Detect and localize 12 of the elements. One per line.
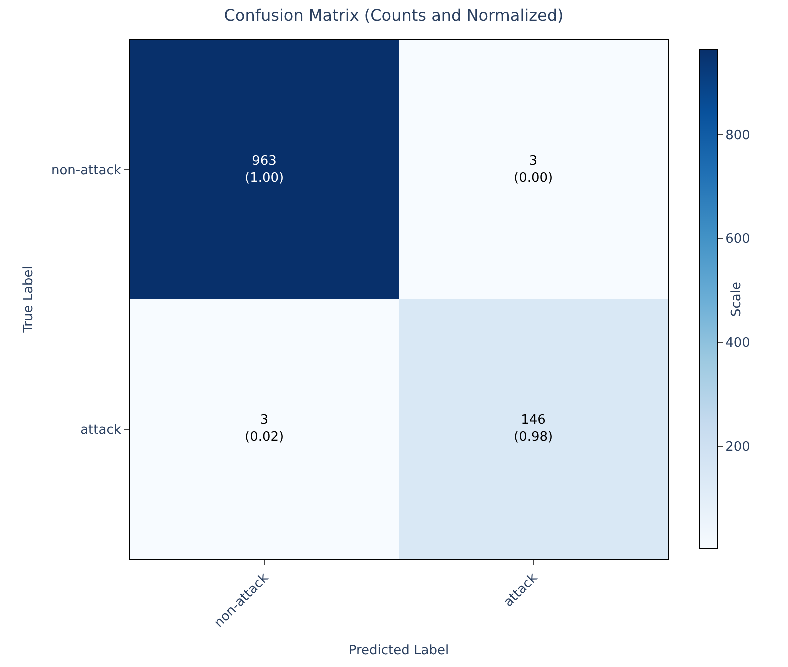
color-bar-title: Scale [730, 282, 745, 317]
color-bar-label: 600 [726, 232, 750, 248]
data-label: 3 (0.02) [245, 413, 284, 445]
x-axis-title: Predicted Label [348, 644, 450, 659]
color-bar-label: 800 [726, 128, 750, 144]
data-label: 963 (1.00) [245, 154, 284, 186]
color-bar-label: 200 [726, 440, 750, 456]
y-axis-title: True Label [21, 266, 36, 334]
data-label: 146 (0.98) [514, 413, 554, 445]
chart-title: Confusion Matrix (Counts and Normalized) [224, 6, 564, 26]
data-label: 3 (0.00) [514, 154, 554, 186]
color-bar-label: 400 [726, 336, 750, 352]
